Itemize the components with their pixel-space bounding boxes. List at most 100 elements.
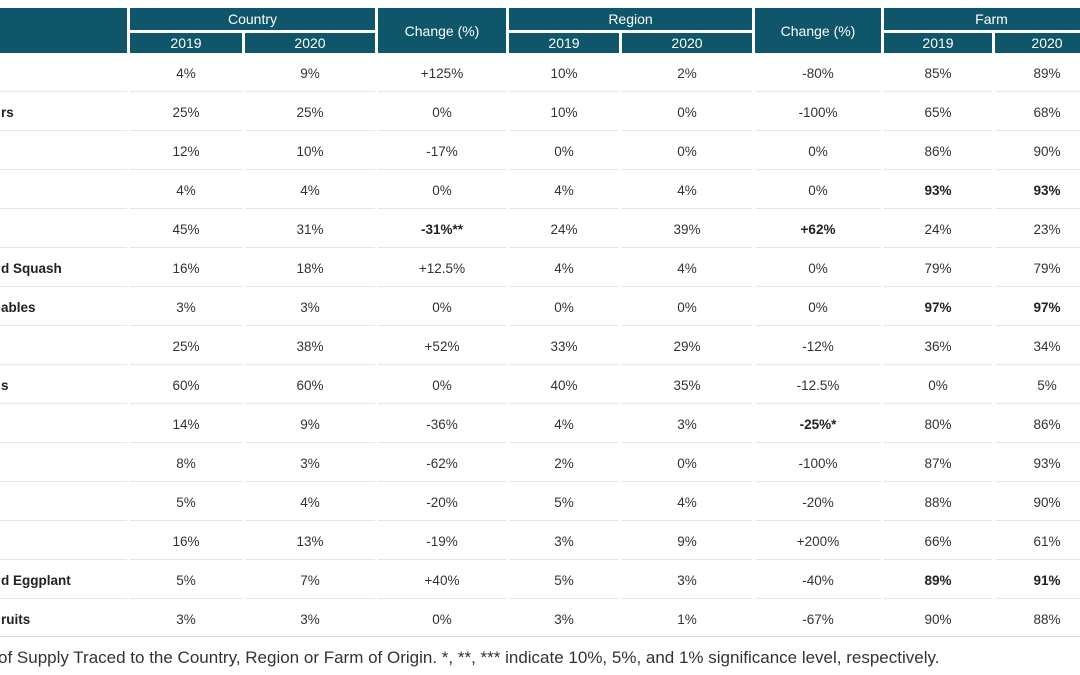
country-header: Country [130,8,375,30]
farm-2020-cell: 5% [995,368,1080,404]
country-change-cell: +52% [378,329,506,365]
country-2020-cell: 9% [245,407,375,443]
row-label [0,446,127,482]
country-2020-cell: 3% [245,446,375,482]
footnote-divider [0,636,1080,637]
country-change-cell: 0% [378,368,506,404]
country-change-cell: -31%** [378,212,506,248]
table-row: s 60% 60% 0% 40% 35% -12.5% 0% 5% [0,368,1080,404]
farm-2020-cell: 90% [995,134,1080,170]
country-change-cell: +125% [378,56,506,92]
farm-2019-cell: 66% [884,524,992,560]
region-2019-cell: 10% [509,56,619,92]
row-label: ables [0,290,127,326]
country-change-header: Change (%) [378,8,506,53]
region-2019-cell: 4% [509,173,619,209]
region-2019-cell: 0% [509,134,619,170]
table-row: 45% 31% -31%** 24% 39% +62% 24% 23% [0,212,1080,248]
region-2020-cell: 0% [622,290,752,326]
farm-2020-cell: 86% [995,407,1080,443]
region-change-cell: -80% [755,56,881,92]
farm-2019-cell: 87% [884,446,992,482]
country-change-cell: -17% [378,134,506,170]
farm-2019-cell: 65% [884,95,992,131]
region-change-cell: 0% [755,134,881,170]
region-change-cell: 0% [755,173,881,209]
region-change-cell: -67% [755,602,881,635]
country-2020-cell: 10% [245,134,375,170]
farm-2019-cell: 90% [884,602,992,635]
region-2019-cell: 4% [509,407,619,443]
farm-2019-cell: 89% [884,563,992,599]
row-label [0,329,127,365]
table-row: rs 25% 25% 0% 10% 0% -100% 65% 68% [0,95,1080,131]
country-change-cell: 0% [378,173,506,209]
farm-2019-header: 2019 [884,33,992,53]
country-2020-cell: 13% [245,524,375,560]
country-2019-cell: 3% [130,290,242,326]
row-label-header [0,8,127,53]
region-2019-cell: 4% [509,251,619,287]
region-change-cell: +200% [755,524,881,560]
country-change-cell: 0% [378,602,506,635]
row-label [0,134,127,170]
region-2020-cell: 0% [622,134,752,170]
region-change-cell: -25%* [755,407,881,443]
farm-2019-cell: 36% [884,329,992,365]
country-2019-cell: 60% [130,368,242,404]
region-2019-cell: 0% [509,290,619,326]
farm-2019-cell: 97% [884,290,992,326]
country-2019-cell: 12% [130,134,242,170]
country-2019-header: 2019 [130,33,242,53]
farm-2019-cell: 88% [884,485,992,521]
country-2019-cell: 4% [130,56,242,92]
region-2020-cell: 39% [622,212,752,248]
country-2020-header: 2020 [245,33,375,53]
region-2020-cell: 0% [622,95,752,131]
region-2019-cell: 5% [509,485,619,521]
region-2019-cell: 3% [509,524,619,560]
row-label [0,56,127,92]
row-label: d Squash [0,251,127,287]
country-2019-cell: 25% [130,95,242,131]
region-2019-cell: 33% [509,329,619,365]
farm-2019-cell: 86% [884,134,992,170]
data-table: Country Change (%) Region Change (%) Far… [0,5,1080,635]
country-2020-cell: 4% [245,485,375,521]
country-2020-cell: 31% [245,212,375,248]
region-2020-cell: 35% [622,368,752,404]
table-row: d Squash 16% 18% +12.5% 4% 4% 0% 79% 79% [0,251,1080,287]
region-2020-cell: 29% [622,329,752,365]
farm-2020-header: 2020 [995,33,1080,53]
country-2020-cell: 3% [245,602,375,635]
region-2020-cell: 4% [622,251,752,287]
region-header: Region [509,8,752,30]
farm-2020-cell: 93% [995,446,1080,482]
region-2019-cell: 10% [509,95,619,131]
row-label: ruits [0,602,127,635]
table-row: 5% 4% -20% 5% 4% -20% 88% 90% [0,485,1080,521]
country-2020-cell: 25% [245,95,375,131]
table-row: 4% 9% +125% 10% 2% -80% 85% 89% [0,56,1080,92]
table-row: 14% 9% -36% 4% 3% -25%* 80% 86% [0,407,1080,443]
country-2020-cell: 60% [245,368,375,404]
region-2020-cell: 2% [622,56,752,92]
farm-2020-cell: 34% [995,329,1080,365]
table-row: ables 3% 3% 0% 0% 0% 0% 97% 97% [0,290,1080,326]
country-2020-cell: 4% [245,173,375,209]
country-2019-cell: 4% [130,173,242,209]
country-2019-cell: 16% [130,524,242,560]
data-table-container: Country Change (%) Region Change (%) Far… [0,5,1080,635]
row-label: rs [0,95,127,131]
table-row: 25% 38% +52% 33% 29% -12% 36% 34% [0,329,1080,365]
row-label [0,212,127,248]
row-label: d Eggplant [0,563,127,599]
region-change-cell: 0% [755,251,881,287]
region-change-cell: -100% [755,95,881,131]
region-change-header: Change (%) [755,8,881,53]
country-change-cell: -62% [378,446,506,482]
region-2020-cell: 3% [622,563,752,599]
row-label [0,524,127,560]
farm-2019-cell: 0% [884,368,992,404]
farm-2019-cell: 79% [884,251,992,287]
